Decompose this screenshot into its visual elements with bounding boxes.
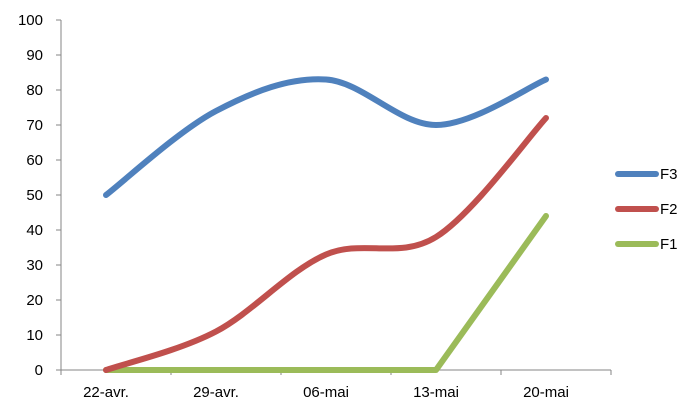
legend-label-f2: F2 [660, 201, 678, 218]
y-tick-label: 10 [26, 327, 43, 344]
x-axis-ticks: 22-avr. 29-avr. 06-mai 13-mai 20-mai [60, 370, 612, 401]
x-tick-label: 29-avr. [193, 384, 239, 401]
chart-axes [60, 20, 611, 371]
series-line-f3 [103, 76, 549, 198]
y-tick-label: 20 [26, 292, 43, 309]
y-tick-label: 50 [26, 187, 43, 204]
y-tick-label: 90 [26, 47, 43, 64]
legend-label-f3: F3 [660, 166, 678, 183]
x-tick-label: 06-mai [303, 384, 349, 401]
x-tick-label: 20-mai [523, 384, 569, 401]
y-tick-label: 70 [26, 117, 43, 134]
y-tick-label: 40 [26, 222, 43, 239]
legend-label-f1: F1 [660, 236, 678, 253]
y-tick-label: 80 [26, 82, 43, 99]
x-tick-label: 22-avr. [83, 384, 129, 401]
series-line-f2 [103, 115, 549, 373]
y-tick-label: 60 [26, 152, 43, 169]
legend: F3 F2 F1 [615, 166, 678, 253]
series-lines [103, 76, 549, 373]
y-tick-label: 0 [35, 362, 43, 379]
y-tick-label: 30 [26, 257, 43, 274]
x-tick-label: 13-mai [413, 384, 459, 401]
y-axis-ticks: 0 10 20 30 40 50 60 70 80 90 100 [18, 12, 61, 379]
series-line-f1 [103, 213, 549, 373]
y-tick-label: 100 [18, 12, 43, 29]
